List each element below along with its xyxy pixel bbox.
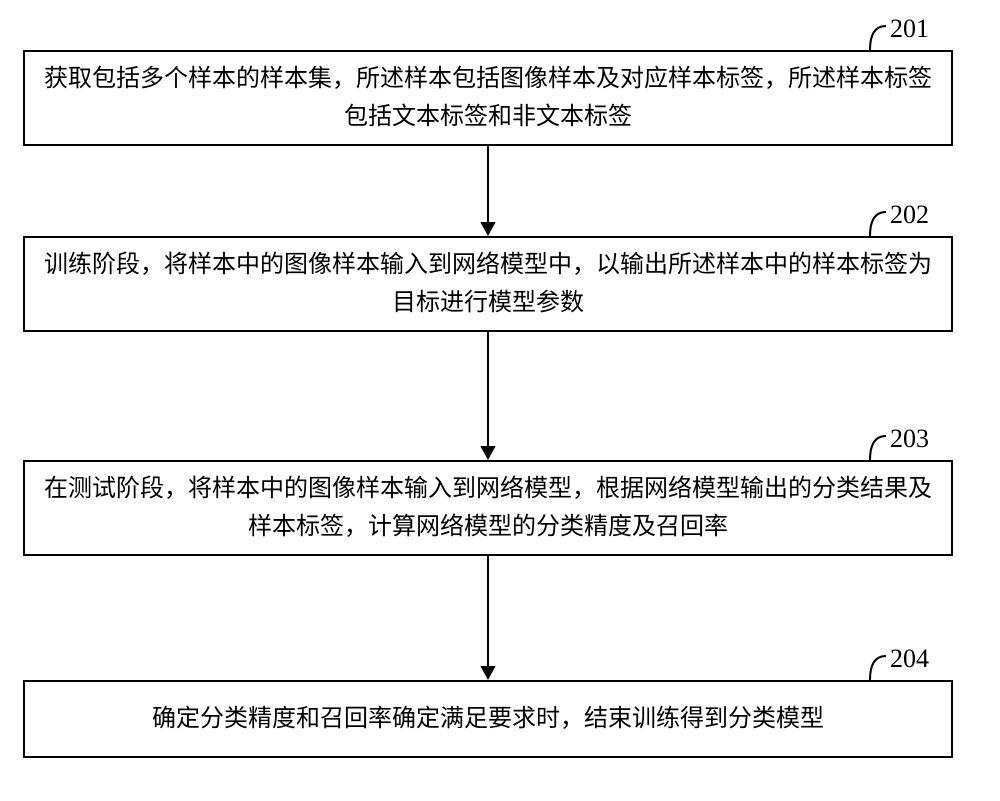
flowchart-leader-204 <box>870 656 886 680</box>
flowchart-node-text: 获取包括多个样本的样本集，所述样本包括图像样本及对应样本标签，所述样本标签包括文… <box>43 60 933 137</box>
flowchart-node-204: 确定分类精度和召回率确定满足要求时，结束训练得到分类模型 <box>23 680 953 758</box>
flowchart-node-202: 训练阶段，将样本中的图像样本输入到网络模型中，以输出所述样本中的样本标签为目标进… <box>23 236 953 332</box>
flowchart-node-label-204: 204 <box>890 644 929 674</box>
flowchart-leader-202 <box>870 212 886 236</box>
flowchart-node-201: 获取包括多个样本的样本集，所述样本包括图像样本及对应样本标签，所述样本标签包括文… <box>23 50 953 146</box>
flowchart-arrow-1 <box>474 146 502 236</box>
flowchart-node-text: 训练阶段，将样本中的图像样本输入到网络模型中，以输出所述样本中的样本标签为目标进… <box>43 246 933 323</box>
flowchart-node-text: 在测试阶段，将样本中的图像样本输入到网络模型，根据网络模型输出的分类结果及样本标… <box>43 470 933 547</box>
flowchart-canvas: 获取包括多个样本的样本集，所述样本包括图像样本及对应样本标签，所述样本标签包括文… <box>0 0 1000 801</box>
flowchart-node-text: 确定分类精度和召回率确定满足要求时，结束训练得到分类模型 <box>152 700 824 738</box>
flowchart-node-label-201: 201 <box>890 14 929 44</box>
flowchart-leader-201 <box>870 26 886 50</box>
flowchart-node-label-202: 202 <box>890 200 929 230</box>
flowchart-node-203: 在测试阶段，将样本中的图像样本输入到网络模型，根据网络模型输出的分类结果及样本标… <box>23 460 953 556</box>
flowchart-arrow-3 <box>474 556 502 680</box>
flowchart-node-label-203: 203 <box>890 424 929 454</box>
flowchart-arrow-2 <box>474 332 502 460</box>
flowchart-leader-203 <box>870 436 886 460</box>
